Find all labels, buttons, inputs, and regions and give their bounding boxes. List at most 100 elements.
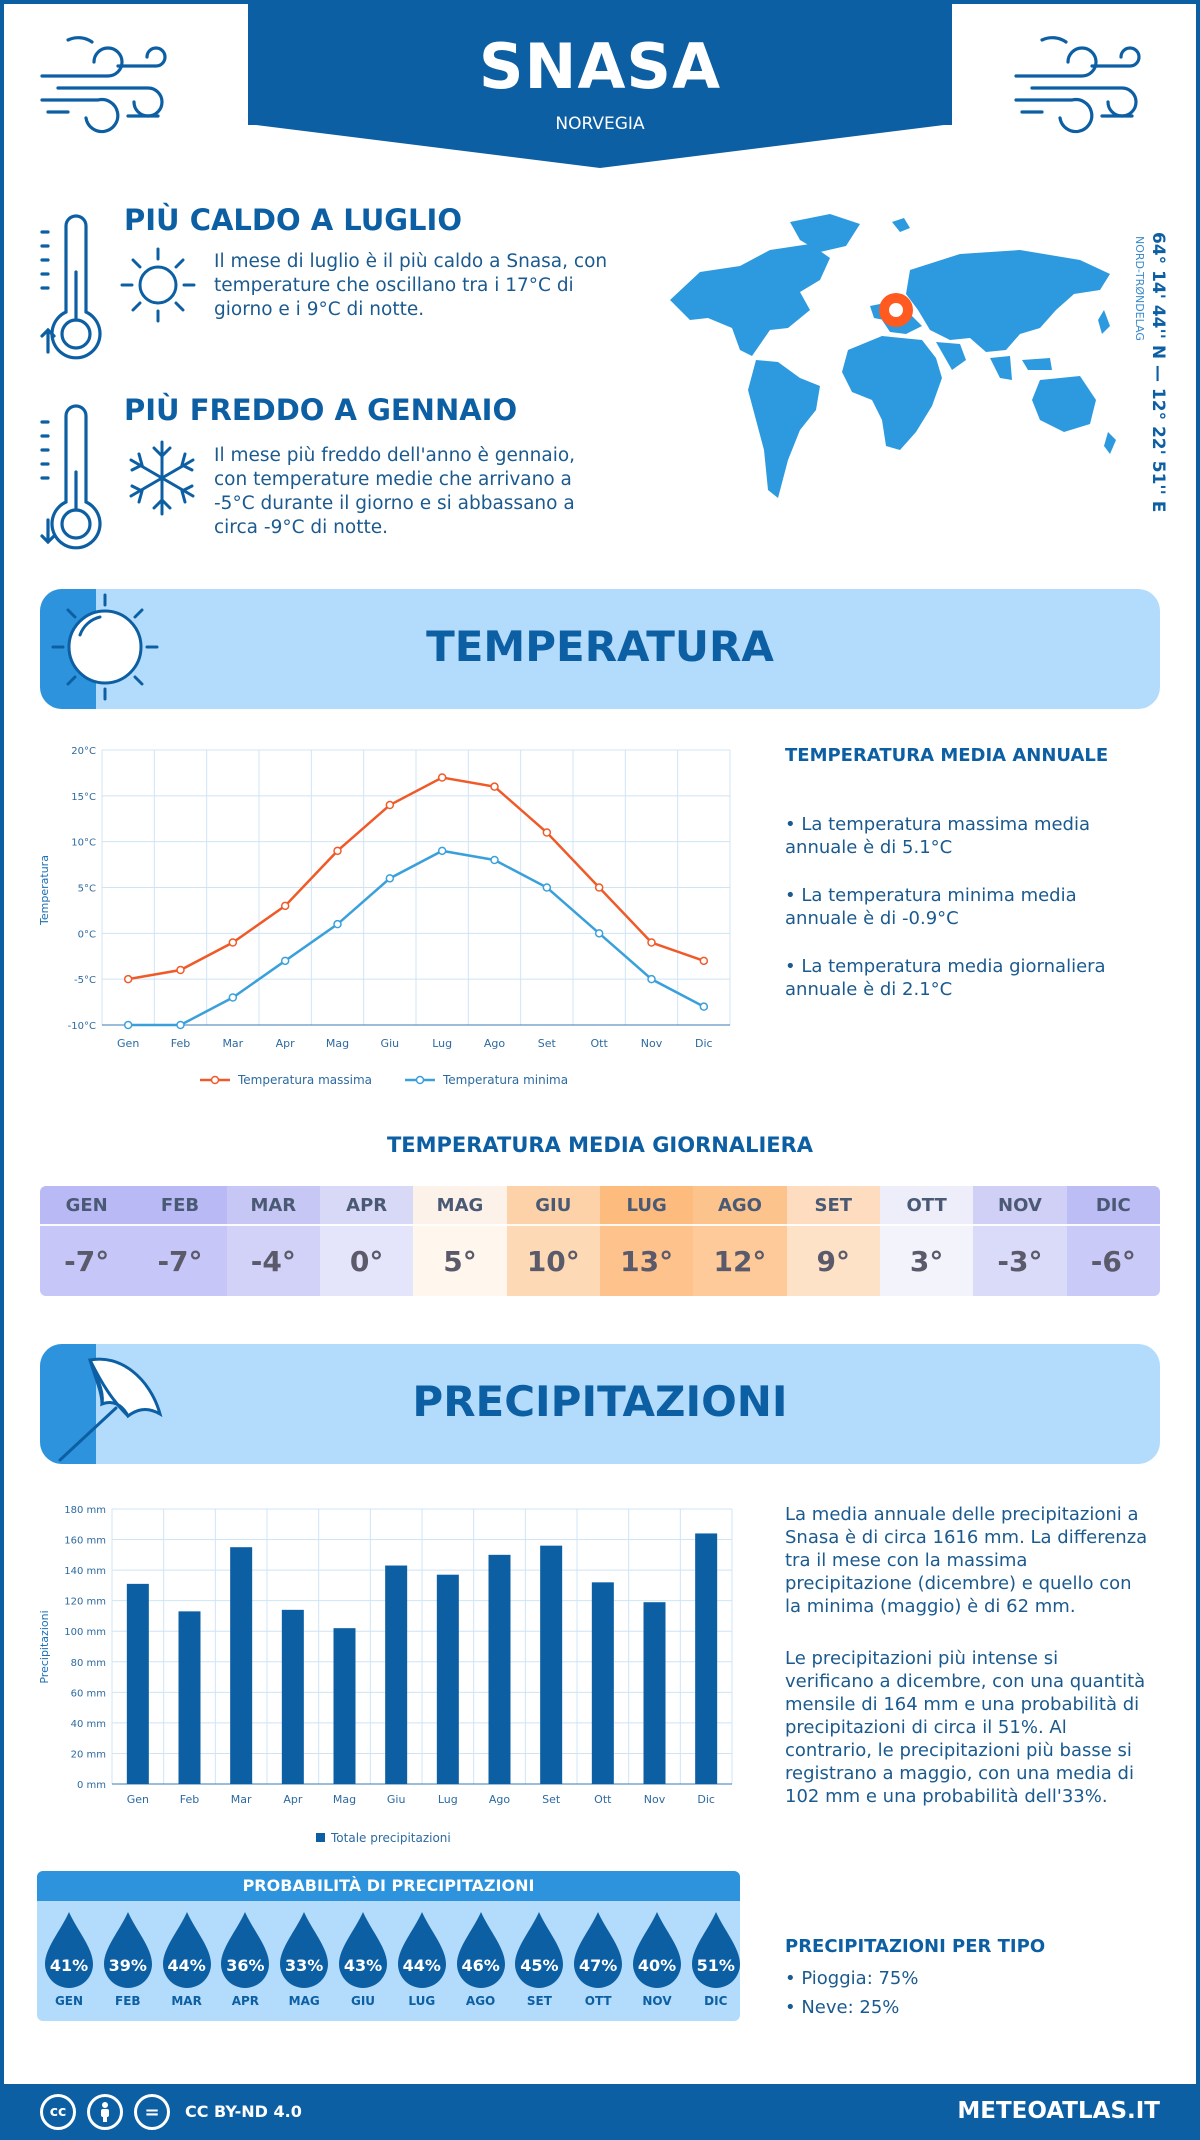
header-banner	[248, 0, 952, 125]
probability-value: 43%	[343, 1956, 383, 1975]
header-banner-point	[248, 124, 952, 168]
probability-month: FEB	[115, 1994, 141, 2008]
annual-temp-bullet: • La temperatura media giornaliera annua…	[785, 956, 1106, 1000]
y-tick-label: 80 mm	[71, 1658, 106, 1669]
raindrop-icon	[221, 1912, 270, 1988]
y-tick-label: 140 mm	[64, 1566, 106, 1577]
precip-bar	[281, 1609, 304, 1784]
probability-value: 45%	[520, 1956, 559, 1975]
x-tick-label: Mag	[326, 1037, 349, 1050]
location-pin-icon	[879, 293, 913, 327]
data-point	[123, 974, 133, 984]
x-tick-label: Set	[542, 1793, 561, 1806]
warmest-title: PIÙ CALDO A LUGLIO	[124, 203, 462, 237]
probability-month: AGO	[465, 1994, 496, 2008]
raindrop-icon	[515, 1912, 564, 1988]
annual-temp-bullet: • La temperatura massima media annuale è…	[785, 814, 1091, 858]
daily-month-label: AGO	[693, 1186, 787, 1224]
x-tick-label: Gen	[117, 1037, 139, 1050]
y-tick-label: 0°C	[78, 929, 96, 940]
raindrop-icon	[456, 1912, 505, 1988]
data-point	[176, 1020, 185, 1030]
probability-month: APR	[231, 1994, 260, 2008]
x-tick-label: Mag	[333, 1793, 356, 1806]
thermometer-up-icon	[40, 214, 102, 360]
license-label[interactable]: CC BY-ND 4.0	[185, 2102, 302, 2121]
y-tick-label: 120 mm	[64, 1597, 106, 1608]
data-point	[490, 782, 499, 791]
x-tick-label: Apr	[283, 1793, 303, 1806]
x-tick-label: Gen	[127, 1793, 149, 1806]
x-tick-label: Ago	[489, 1793, 511, 1806]
y-tick-label: 15°C	[71, 792, 96, 803]
precip-band-accent	[40, 1344, 96, 1464]
legend-label: Temperatura minima	[442, 1073, 568, 1087]
probability-month: GIU	[350, 1994, 376, 2008]
precip-band	[40, 1344, 1160, 1464]
snowflake-icon	[129, 440, 195, 516]
data-point	[542, 883, 552, 892]
country-label: NORVEGIA	[555, 114, 645, 134]
precipitation-chart: Precipitazioni 0 mm 20 mm 40 mm 60 mm 80 mm 1…	[38, 1505, 733, 1845]
probability-value: 41%	[49, 1956, 89, 1975]
probability-drop: 44% MAR	[159, 1910, 215, 2010]
daily-temp-cell: DIC -6°	[1066, 1186, 1160, 1296]
legend-label: Temperatura massima	[237, 1073, 372, 1087]
y-tick-label: 40 mm	[71, 1719, 106, 1730]
probability-month: LUG	[408, 1994, 436, 2008]
probability-drop: 33% MAG	[276, 1910, 332, 2010]
data-point	[699, 956, 709, 966]
legend-marker	[210, 1075, 220, 1085]
attribution-icon	[87, 2094, 123, 2130]
temperature-title: TEMPERATURA	[426, 622, 774, 671]
daily-temp-value: 3°	[879, 1224, 974, 1296]
daily-temp-cell: MAG 5°	[413, 1186, 507, 1296]
series-line	[128, 849, 705, 1027]
x-tick-label: Nov	[644, 1793, 666, 1806]
precip-bar	[385, 1565, 408, 1784]
precip-bar	[488, 1554, 511, 1784]
daily-temp-cell: SET 9°	[786, 1186, 880, 1296]
daily-month-label: GIU	[506, 1186, 600, 1224]
y-tick-label: 0 mm	[77, 1780, 106, 1791]
data-point	[228, 993, 238, 1002]
data-point	[123, 1020, 133, 1030]
daily-month-label: NOV	[973, 1186, 1067, 1224]
probability-value: 46%	[461, 1956, 500, 1975]
precip-title: PRECIPITAZIONI	[412, 1377, 788, 1426]
legend-label: Totale precipitazioni	[330, 1831, 451, 1845]
warmest-text: Il mese di luglio è il più caldo a Snasa…	[214, 251, 608, 320]
city-title: SNASA	[478, 30, 722, 103]
annual-temp-heading: TEMPERATURA MEDIA ANNUALE	[785, 745, 1109, 766]
y-tick-label: 20 mm	[71, 1749, 106, 1760]
precip-bar	[230, 1547, 253, 1784]
site-link[interactable]: METEOATLAS.IT	[957, 2098, 1160, 2124]
precip-type-heading: PRECIPITAZIONI PER TIPO	[785, 1936, 1046, 1957]
daily-temp-title: TEMPERATURA MEDIA GIORNALIERA	[386, 1133, 814, 1157]
probability-value: 44%	[167, 1956, 206, 1975]
daily-month-label: MAR	[226, 1186, 320, 1224]
daily-temp-value: 0°	[319, 1224, 414, 1296]
probability-value: 39%	[108, 1956, 147, 1975]
data-point	[542, 828, 552, 837]
raindrop-icon	[162, 1912, 211, 1988]
probability-month: GEN	[54, 1994, 84, 2008]
data-point	[333, 846, 342, 856]
daily-temp-cell: NOV -3°	[973, 1186, 1067, 1296]
raindrop-icon	[280, 1912, 329, 1988]
daily-month-label: LUG	[599, 1186, 694, 1224]
x-tick-label: Ott	[594, 1793, 612, 1806]
precip-summary: La media annuale delle precipitazioni a …	[785, 1504, 1148, 1617]
coldest-title: PIÙ FREDDO A GENNAIO	[124, 393, 518, 427]
world-map	[670, 214, 1116, 498]
daily-temp-value: -6°	[1066, 1224, 1160, 1296]
raindrop-icon	[103, 1912, 152, 1988]
y-tick-label: 100 mm	[64, 1627, 106, 1638]
daily-month-label: APR	[319, 1186, 414, 1224]
daily-temp-cell: APR 0°	[319, 1186, 414, 1296]
temperature-band	[40, 589, 1160, 709]
daily-month-label: GEN	[40, 1186, 134, 1224]
probability-drop: 51% DIC	[688, 1910, 744, 2010]
probability-drop: 40% NOV	[629, 1910, 685, 2010]
y-tick-label: 20°C	[71, 746, 96, 757]
